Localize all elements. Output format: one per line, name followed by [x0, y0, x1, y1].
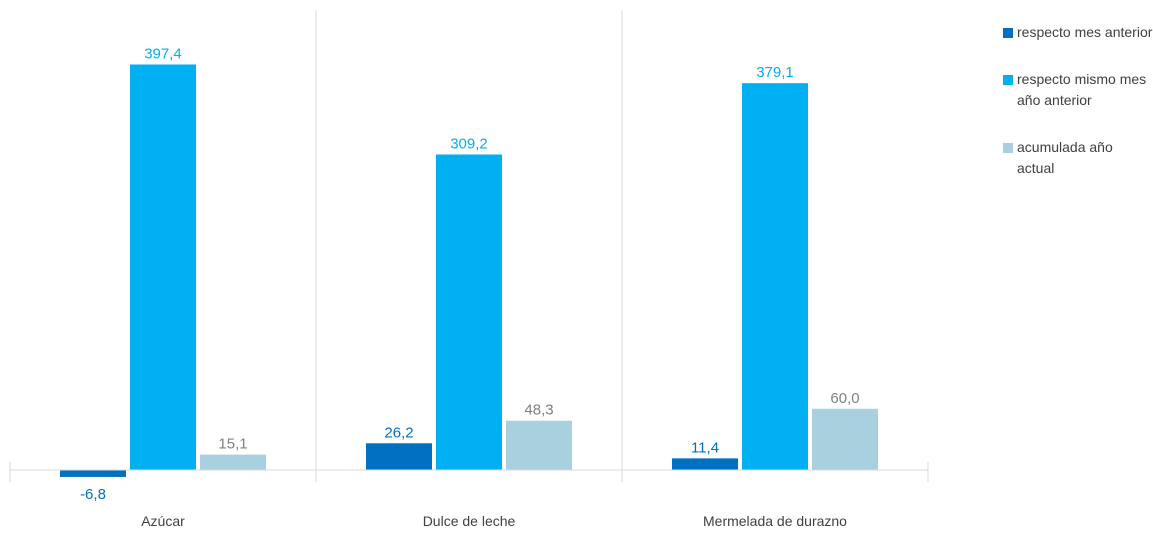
legend-item-respecto-mes-anterior: respecto mes anterior [1003, 22, 1153, 43]
legend-swatch [1003, 143, 1013, 153]
bar [812, 408, 878, 470]
bar [200, 454, 266, 470]
data-label: 26,2 [384, 424, 413, 441]
legend-swatch [1003, 75, 1013, 85]
category-labels-group: Azúcar Dulce de leche Mermelada de durazno [141, 513, 847, 529]
data-label: 15,1 [218, 436, 247, 453]
bar [742, 83, 808, 471]
bars-group [60, 64, 878, 477]
data-label: 60,0 [830, 390, 859, 407]
data-label: -6,8 [80, 486, 106, 503]
data-label: 379,1 [756, 64, 794, 81]
legend-item-respecto-mismo-mes: respecto mismo mes año anterior [1003, 69, 1153, 111]
category-label: Dulce de leche [423, 513, 516, 529]
bar [672, 458, 738, 470]
data-label: 48,3 [524, 402, 553, 419]
data-label: 11,4 [691, 439, 719, 456]
data-label: 309,2 [450, 135, 488, 152]
legend-label: acumulada año actual [1017, 139, 1113, 176]
bar [130, 64, 196, 470]
legend-label: respecto mismo mes año anterior [1017, 71, 1147, 108]
data-labels-group: -6,8 397,4 15,1 26,2 309,2 48,3 11,4 379,1 60,0 [80, 45, 860, 502]
category-separators [9, 10, 929, 482]
category-label: Mermelada de durazno [703, 513, 847, 529]
bar [506, 420, 572, 470]
legend-swatch [1003, 28, 1013, 38]
data-label: 397,4 [144, 45, 182, 62]
bar [60, 470, 126, 477]
legend-item-acumulada-anio-actual: acumulada año actual [1003, 137, 1153, 179]
bar [366, 443, 432, 470]
category-label: Azúcar [141, 513, 185, 529]
legend-label: respecto mes anterior [1017, 24, 1153, 40]
legend: respecto mes anterior respecto mismo mes… [1003, 22, 1153, 205]
bar [436, 154, 502, 471]
